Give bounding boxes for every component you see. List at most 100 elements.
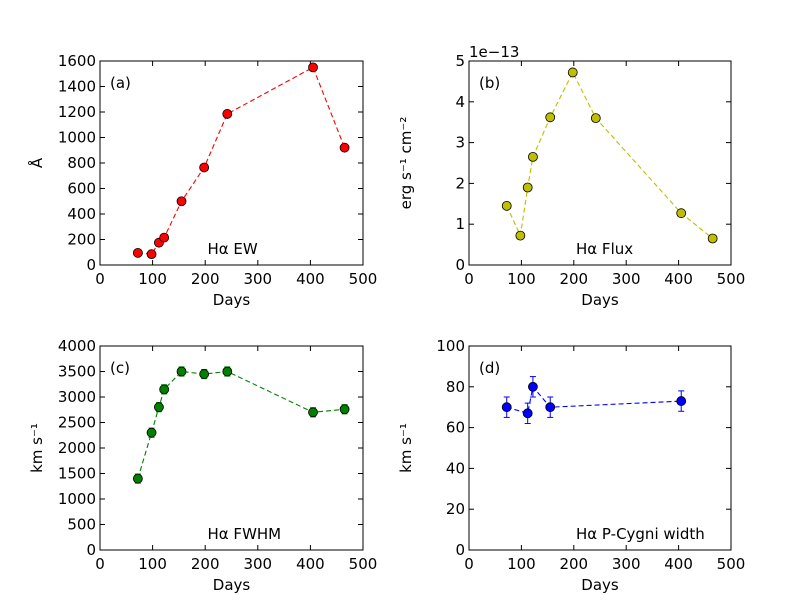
y-tick-label: 40: [446, 459, 465, 477]
x-tick-label: 300: [243, 555, 272, 573]
x-tick-label: 0: [95, 555, 105, 573]
y-tick-label: 60: [446, 419, 465, 437]
y-tick-label: 0: [86, 541, 96, 559]
y-tick-label: 600: [67, 180, 96, 198]
data-point: [222, 366, 233, 377]
data-point: [590, 113, 601, 124]
x-tick-label: 200: [191, 270, 220, 288]
data-point: [522, 408, 533, 419]
x-tick-label: 200: [559, 270, 588, 288]
data-point: [132, 247, 143, 258]
data-point: [154, 402, 164, 413]
plot-area: [468, 60, 732, 266]
data-point: [199, 162, 210, 173]
chart-panel-4: 0 100 200 300 400 500 0 20 40 60 80 100 Days km s⁻¹ (d…: [397, 337, 745, 594]
y-tick-label: 1000: [58, 490, 96, 508]
axis-offset-text: 1e−13: [469, 43, 519, 61]
y-tick-label: 0: [455, 541, 465, 559]
data-point: [339, 142, 350, 153]
x-axis-label: Days: [581, 291, 619, 309]
x-tick-label: 500: [349, 270, 378, 288]
data-point: [339, 404, 350, 415]
data-point: [501, 200, 512, 211]
panel-label: (c): [110, 359, 130, 377]
y-tick-label: 0: [86, 256, 96, 274]
x-tick-label: 300: [612, 555, 641, 573]
x-tick-label: 500: [717, 270, 746, 288]
y-tick-label: 2000: [58, 439, 96, 457]
data-point: [567, 67, 578, 78]
panel-caption: Hα P-Cygni width: [576, 525, 705, 543]
y-tick-label: 100: [436, 337, 465, 355]
data-point: [222, 109, 233, 119]
y-axis-label: km s⁻¹: [28, 423, 46, 473]
y-tick-label: 800: [67, 154, 96, 172]
y-tick-label: 1500: [58, 465, 96, 483]
x-tick-label: 500: [717, 555, 746, 573]
panel-caption: Hα Flux: [576, 240, 633, 258]
x-axis-label: Days: [581, 576, 619, 594]
y-tick-label: 3000: [58, 388, 96, 406]
data-point: [522, 182, 533, 193]
x-tick-label: 400: [296, 555, 325, 573]
plot-area: [99, 345, 364, 551]
data-point: [308, 407, 318, 418]
data-point: [159, 232, 170, 243]
y-tick-label: 4000: [58, 337, 96, 355]
data-point: [176, 196, 187, 207]
data-point: [176, 366, 187, 377]
panel-caption: Hα FWHM: [208, 525, 282, 543]
x-axis-label: Days: [213, 291, 251, 309]
x-tick-label: 400: [664, 270, 693, 288]
x-tick-label: 400: [296, 270, 325, 288]
x-tick-label: 0: [464, 555, 474, 573]
data-point: [132, 473, 143, 484]
y-tick-label: 2: [455, 174, 465, 192]
x-tick-label: 100: [138, 270, 167, 288]
x-tick-label: 100: [138, 555, 167, 573]
data-point: [501, 402, 512, 413]
y-tick-label: 3500: [58, 363, 96, 381]
data-point: [308, 62, 318, 73]
data-point: [159, 384, 170, 395]
data-point: [545, 402, 556, 413]
y-tick-label: 2500: [58, 414, 96, 432]
y-tick-label: 200: [67, 231, 96, 249]
plot-area: [99, 60, 364, 266]
data-point: [199, 369, 210, 379]
data-point: [676, 208, 687, 219]
data-point: [528, 381, 538, 392]
y-tick-label: 80: [446, 378, 465, 396]
y-axis-label: erg s⁻¹ cm⁻²: [397, 117, 415, 210]
x-tick-label: 0: [464, 270, 474, 288]
x-tick-label: 200: [559, 555, 588, 573]
y-tick-label: 4: [455, 93, 465, 111]
y-tick-label: 5: [455, 52, 465, 70]
x-tick-label: 0: [95, 270, 105, 288]
y-tick-label: 20: [446, 500, 465, 518]
y-tick-label: 1200: [58, 103, 96, 121]
y-axis-label: km s⁻¹: [397, 423, 415, 473]
chart-panel-2: 0 100 200 300 400 500 0 1 2 3 4 5 Days erg s⁻¹ cm⁻² 1e…: [397, 43, 745, 309]
plot-area: [468, 345, 732, 551]
x-tick-label: 200: [191, 555, 220, 573]
y-tick-label: 1: [455, 215, 465, 233]
panel-label: (b): [479, 74, 500, 92]
x-tick-label: 300: [612, 270, 641, 288]
y-tick-label: 1000: [58, 129, 96, 147]
data-point: [707, 233, 718, 244]
data-point: [528, 151, 538, 162]
y-tick-label: 1400: [58, 78, 96, 96]
panel-label: (d): [479, 359, 500, 377]
series-line: [137, 370, 345, 479]
data-point: [545, 112, 556, 123]
x-tick-label: 500: [349, 555, 378, 573]
x-tick-label: 300: [243, 270, 272, 288]
y-tick-label: 3: [455, 134, 465, 152]
panel-label: (a): [110, 74, 131, 92]
x-tick-label: 100: [507, 270, 536, 288]
data-point: [515, 230, 526, 241]
chart-panel-1: 0 100 200 300 400 500 0 200 400 600 800 1000 1200 140…: [27, 52, 377, 309]
panel-caption: Hα EW: [208, 240, 258, 258]
